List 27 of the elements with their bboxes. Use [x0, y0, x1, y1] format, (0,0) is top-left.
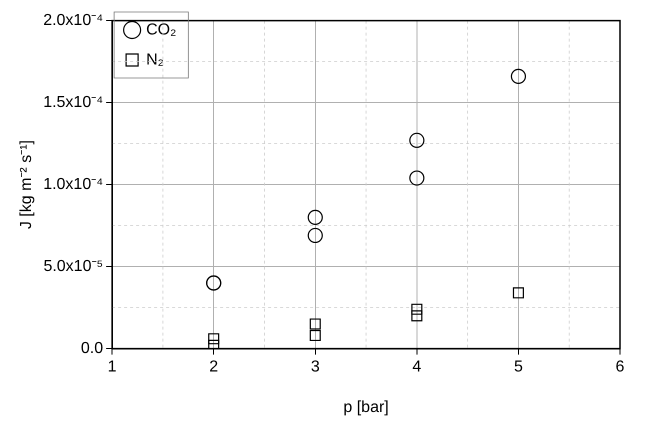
point: [411, 310, 422, 322]
x-tick-label: 2: [209, 358, 218, 376]
x-tick-label: 6: [616, 358, 625, 376]
x-tick-label: 5: [514, 358, 523, 376]
y-tick-label: 5.0x10⁻⁵: [43, 258, 104, 276]
point: [308, 228, 323, 244]
x-tick-label: 1: [108, 358, 117, 376]
x-tick-label: 4: [412, 358, 422, 376]
point: [208, 340, 220, 349]
point: [208, 333, 220, 344]
point: [411, 304, 422, 315]
y-tick-label: 0.0: [80, 340, 104, 358]
x-tick-label: 3: [310, 358, 320, 376]
point: [510, 68, 526, 84]
point: [409, 132, 424, 148]
legend-label: CO₂: [146, 21, 176, 38]
y-tick-label: 1.0x10⁻⁴: [43, 176, 104, 194]
point: [310, 330, 321, 342]
point: [308, 210, 323, 225]
y-tick-label: 2.0x10⁻⁴: [43, 12, 104, 30]
legend-label: N₂: [146, 51, 164, 68]
point: [512, 287, 524, 298]
x-axis-title: p [bar]: [343, 398, 389, 416]
point: [310, 318, 321, 330]
y-axis-title: J [kg m⁻² s⁻¹]: [18, 140, 36, 230]
y-tick-label: 1.5x10⁻⁴: [43, 94, 104, 112]
point: [409, 170, 424, 186]
